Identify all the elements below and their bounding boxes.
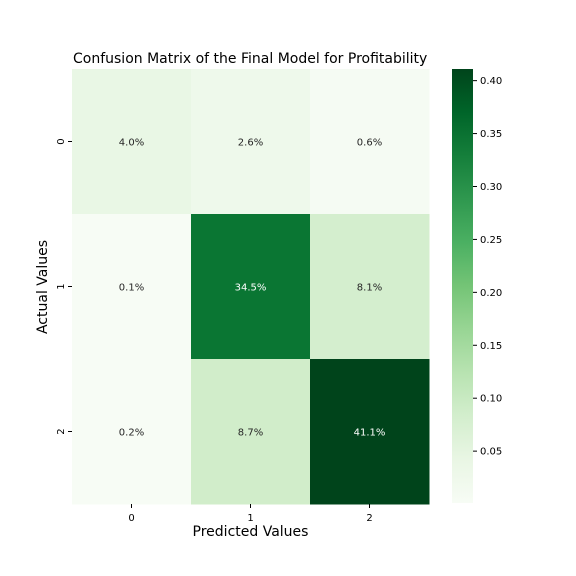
x-tick-label: 1 bbox=[247, 513, 253, 524]
heatmap-cell-1-1 bbox=[191, 214, 311, 360]
colorbar-tick-label: 0.05 bbox=[480, 447, 502, 458]
heatmap-cell-1-2 bbox=[310, 214, 430, 360]
y-axis-label: Actual Values bbox=[35, 240, 51, 334]
heatmap-cell-2-1 bbox=[191, 359, 311, 505]
heatmap-cell-2-0 bbox=[72, 359, 192, 505]
heatmap-cell-0-0 bbox=[72, 69, 192, 215]
y-tick-label: 0 bbox=[56, 138, 67, 144]
x-tick-label: 2 bbox=[366, 513, 372, 524]
heatmap-cell-0-2 bbox=[310, 69, 430, 215]
colorbar-tick-label: 0.15 bbox=[480, 341, 502, 352]
cell-value-label-1-2: 8.1% bbox=[357, 283, 382, 294]
cell-value-label-2-1: 8.7% bbox=[238, 428, 263, 439]
cell-value-label-1-1: 34.5% bbox=[235, 283, 267, 294]
cell-value-label-2-2: 41.1% bbox=[354, 428, 386, 439]
heatmap-cell-0-1 bbox=[191, 69, 311, 215]
colorbar-tick-label: 0.35 bbox=[480, 129, 502, 140]
x-axis-label: Predicted Values bbox=[193, 524, 309, 540]
colorbar-tick-label: 0.20 bbox=[480, 288, 502, 299]
heatmap-cells: 4.0% 2.6% 0.6% 0.1% 34.5% 8.1% 0.2% 8.7% 41.1% bbox=[72, 69, 430, 505]
cell-value-label-1-0: 0.1% bbox=[119, 283, 144, 294]
cell-value-label-0-2: 0.6% bbox=[357, 138, 382, 149]
colorbar-tick-label: 0.25 bbox=[480, 235, 502, 246]
y-tick-label: 1 bbox=[56, 283, 67, 289]
cell-value-label-0-0: 4.0% bbox=[119, 138, 144, 149]
x-tick-label: 0 bbox=[128, 513, 134, 524]
y-tick-label: 2 bbox=[56, 428, 67, 434]
cell-value-label-2-0: 0.2% bbox=[119, 428, 144, 439]
colorbar-tick-label: 0.40 bbox=[480, 76, 502, 87]
colorbar-tick-label: 0.30 bbox=[480, 182, 502, 193]
colorbar-tick-label: 0.10 bbox=[480, 394, 502, 405]
heatmap-cell-1-0 bbox=[72, 214, 192, 360]
colorbar bbox=[452, 69, 473, 503]
x-axis-ticks: 0 1 2 bbox=[128, 504, 373, 524]
cell-value-label-0-1: 2.6% bbox=[238, 138, 263, 149]
y-axis-ticks: 0 1 2 bbox=[56, 138, 72, 435]
chart-title: Confusion Matrix of the Final Model for … bbox=[73, 51, 427, 67]
heatmap-cell-2-2 bbox=[310, 359, 430, 505]
colorbar-ticks: 0.05 0.10 0.15 0.20 0.25 0.30 0.35 0.40 bbox=[473, 76, 502, 458]
